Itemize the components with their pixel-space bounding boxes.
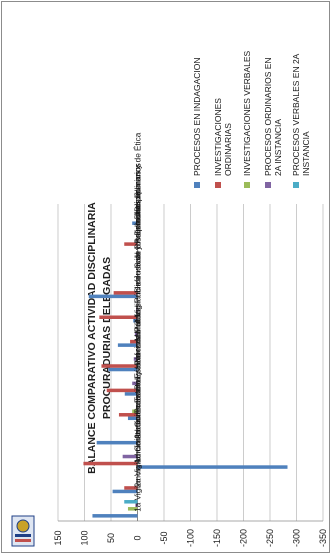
bar xyxy=(130,339,138,344)
value-tick-label: -150 xyxy=(212,529,222,547)
category-label: Asuntos Disciplinarios xyxy=(134,163,143,243)
bar xyxy=(99,315,138,319)
bar xyxy=(124,500,138,504)
legend-label: PROCESOS ORDINARIOS EN xyxy=(263,57,273,176)
bar xyxy=(135,503,138,508)
value-axis-ticks: 150 100 50 0 -50 -100 -150 -200 -250 -300 -350 xyxy=(53,529,328,547)
bar xyxy=(92,514,138,518)
bar xyxy=(83,461,138,466)
bar xyxy=(127,416,138,421)
bar xyxy=(133,357,138,361)
value-tick-label: 50 xyxy=(106,533,116,543)
legend-label: PROCESOS VERBALES EN 2A xyxy=(291,53,301,176)
bar xyxy=(106,388,138,393)
legend-swatch xyxy=(293,182,299,188)
legend-swatch xyxy=(244,182,250,188)
legend-label: PROCESOS EN INDAGACION xyxy=(192,57,202,176)
category-label: Fuerzas Militares xyxy=(134,303,143,365)
value-tick-label: 150 xyxy=(53,530,63,545)
bar xyxy=(117,343,138,347)
bar xyxy=(96,440,138,445)
legend-label: INVESTIGACIONES VERBALES xyxy=(242,50,252,176)
bar xyxy=(124,242,138,246)
bar xyxy=(132,221,138,225)
category-label: Defensa de los Derechos Humanos xyxy=(134,163,143,292)
category-label: Economía y Hacienda Pública xyxy=(134,305,143,415)
category-label: 2a Contratación Estatal xyxy=(134,353,143,438)
category-label: Vigilancia Judicial y Policía Judicial xyxy=(134,189,143,316)
value-tick-label: -300 xyxy=(292,529,302,547)
legend-label: ORDINARIAS xyxy=(223,123,233,176)
bar xyxy=(136,308,138,312)
bar xyxy=(132,409,138,414)
bar xyxy=(137,465,288,469)
bar xyxy=(124,486,138,490)
bar xyxy=(133,318,138,323)
legend-swatch xyxy=(215,182,221,188)
bar xyxy=(127,507,138,511)
category-label: Policía Nacional xyxy=(134,331,143,390)
category-label: Moralidad Pública xyxy=(134,276,143,342)
category-label: 1a Contratación Estatal xyxy=(134,378,143,463)
legend-label: 2A INSTANCIA xyxy=(273,119,283,176)
category-label: 2a Vigilancia Administrativa xyxy=(134,387,143,487)
value-tick-label: -350 xyxy=(318,529,328,547)
bar xyxy=(132,381,138,386)
bar xyxy=(134,332,138,337)
legend-label: INSTANCIA xyxy=(301,131,311,176)
chart-title-group: BALANCE COMPARATIVO ACTIVIDAD DISCIPLINA… xyxy=(86,202,113,474)
value-tick-label: -50 xyxy=(159,531,169,544)
bar xyxy=(113,291,138,295)
procuraduria-logo xyxy=(11,515,35,547)
value-tick-label: -200 xyxy=(239,529,249,547)
bar xyxy=(112,489,138,494)
chart-title: BALANCE COMPARATIVO ACTIVIDAD DISCIPLINA… xyxy=(86,202,98,474)
category-label: Disciplinarios y de Ética xyxy=(133,132,143,219)
bar xyxy=(124,392,138,396)
category-label: 1a Vigilancia Administrativa xyxy=(134,412,143,512)
category-label: Sala Disciplinaria xyxy=(134,205,143,268)
bar xyxy=(101,364,138,368)
bar xyxy=(108,367,138,372)
value-tick-label: 100 xyxy=(80,530,90,545)
legend-label: INVESTIGACIONES xyxy=(213,98,223,176)
value-tick-label: -250 xyxy=(265,529,275,547)
legend: PROCESOS EN INDAGACION INVESTIGACIONES ORD… xyxy=(192,50,311,188)
legend-swatch xyxy=(265,182,271,188)
bar xyxy=(122,454,138,459)
bar xyxy=(88,294,138,299)
legend-swatch xyxy=(194,182,200,188)
bar xyxy=(118,413,138,417)
bar-series xyxy=(83,221,288,518)
value-tick-label: -100 xyxy=(186,529,196,547)
value-tick-label: 0 xyxy=(133,535,143,540)
